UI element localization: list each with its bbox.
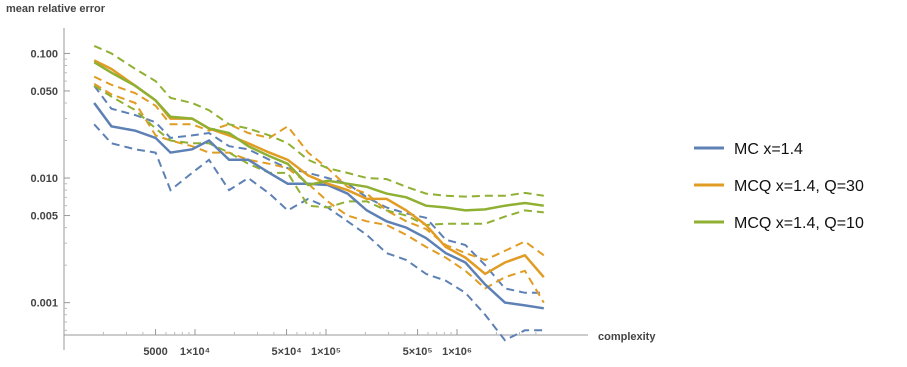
y-tick-label: 0.100 [30, 48, 58, 60]
series-layer [93, 44, 545, 342]
x-tick-label: 1×10⁵ [311, 346, 341, 358]
x-tick-label: 5000 [143, 346, 167, 358]
x-tick-label: 1×10⁶ [442, 346, 472, 358]
legend: MC x=1.4 MCQ x=1.4, Q=30 MCQ x=1.4, Q=10 [694, 141, 864, 232]
series-0-lower-band [93, 123, 544, 342]
series-1-upper-band [93, 75, 545, 262]
x-tick-label: 5×10⁵ [403, 346, 433, 358]
y-tick-label: 0.050 [30, 86, 58, 98]
y-tick-label: 0.010 [30, 173, 58, 185]
series-1-line [93, 59, 545, 279]
y-axis-label: mean relative error [6, 3, 106, 15]
series-0-line [93, 102, 544, 310]
x-ticks: 5000 1×10⁴ 5×10⁴ 1×10⁵ 5×10⁵ 1×10⁶ [102, 329, 537, 358]
legend-label: MCQ x=1.4, Q=10 [734, 215, 864, 232]
legend-label: MC x=1.4 [734, 141, 803, 158]
y-ticks: 0.001 0.005 0.010 0.050 0.100 [30, 48, 70, 331]
series-1-lower-band [93, 83, 545, 304]
series-2-line [93, 61, 544, 212]
plot-area: 0.001 0.005 0.010 0.050 0.100 5000 1×10⁴ 5×10⁴… [30, 28, 588, 358]
x-tick-label: 5×10⁴ [271, 346, 301, 358]
x-tick-label: 1×10⁴ [180, 346, 210, 358]
x-axis-label: complexity [598, 331, 656, 343]
series-2-lower-band [93, 84, 544, 227]
legend-label: MCQ x=1.4, Q=30 [734, 178, 864, 195]
series-0-upper-band [93, 85, 544, 294]
y-tick-label: 0.001 [30, 298, 58, 310]
series-2-upper-band [93, 44, 544, 198]
y-tick-label: 0.005 [30, 211, 58, 223]
